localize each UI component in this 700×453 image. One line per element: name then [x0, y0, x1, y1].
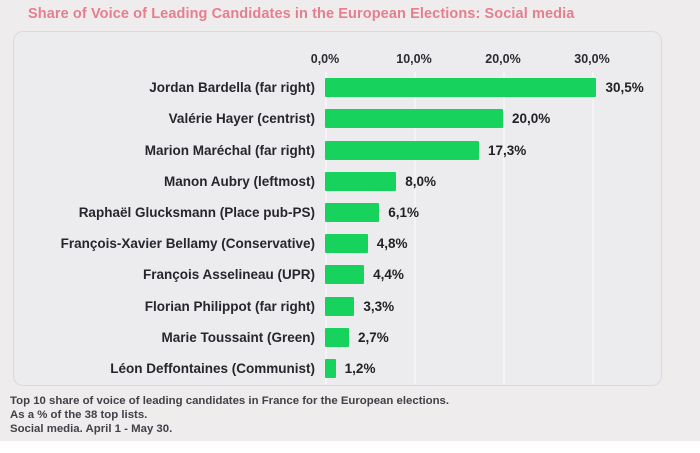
chart-title: Share of Voice of Leading Candidates in …: [28, 6, 575, 22]
bar-category-label: Valérie Hayer (centrist): [168, 111, 315, 127]
bar-value-label: 17,3%: [487, 142, 527, 158]
bar-category-label: Léon Deffontaines (Communist): [110, 360, 315, 376]
bar: [325, 78, 597, 98]
bar-row: Manon Aubry (leftmost) 8,0%: [14, 166, 661, 197]
gridline: [503, 72, 505, 384]
bar-category-label: Manon Aubry (leftmost): [164, 173, 315, 189]
gridlines: [14, 72, 661, 384]
bar-category-label: François Asselineau (UPR): [142, 267, 315, 283]
bar-row: François-Xavier Bellamy (Conservative) 4,…: [14, 228, 661, 259]
bar-value-label: 4,8%: [376, 236, 408, 252]
bar-value-label: 2,7%: [358, 329, 389, 345]
bar-category-label: Marion Maréchal (far right): [144, 142, 315, 158]
bar: [325, 171, 397, 191]
x-axis-tick-label: 20,0%: [485, 52, 521, 66]
gridline: [414, 72, 416, 384]
gridline: [592, 72, 594, 384]
bar: [325, 140, 479, 160]
bar: [325, 234, 368, 254]
x-axis-tick-label: 10,0%: [396, 52, 432, 66]
footnote-line-2: As a % of the 38 top lists.: [10, 408, 148, 421]
bar-row: Raphaël Glucksmann (Place pub-PS) 6,1%: [14, 197, 661, 228]
bar-category-label: François-Xavier Bellamy (Conservative): [60, 236, 315, 252]
bar: [325, 109, 503, 129]
bar-row: Marion Maréchal (far right) 17,3%: [14, 134, 661, 165]
page: Share of Voice of Leading Candidates in …: [0, 0, 700, 441]
bar-category-label: Florian Philippot (far right): [144, 298, 315, 314]
bar-value-label: 6,1%: [388, 204, 420, 220]
footnote-line-1: Top 10 share of voice of leading candida…: [10, 395, 450, 407]
x-axis-tick-label: 0,0%: [310, 52, 340, 66]
x-axis: 0,0% 10,0% 20,0% 30,0%: [14, 52, 661, 68]
bar-row: Jordan Bardella (far right) 30,5%: [14, 72, 661, 103]
bar-value-label: 1,2%: [344, 360, 376, 376]
bar-value-label: 30,5%: [605, 80, 644, 96]
bar-value-label: 3,3%: [363, 298, 395, 314]
bar-value-label: 20,0%: [512, 111, 551, 127]
bar-value-label: 8,0%: [405, 173, 436, 189]
bar-row: Léon Deffontaines (Communist) 1,2%: [14, 353, 661, 384]
gridline: [325, 72, 327, 384]
bar-row: Marie Toussaint (Green) 2,7%: [14, 322, 661, 353]
bar-category-label: Marie Toussaint (Green): [161, 329, 315, 345]
bar-category-label: Jordan Bardella (far right): [149, 80, 315, 96]
bar-category-label: Raphaël Glucksmann (Place pub-PS): [78, 204, 315, 220]
bar-row: Valérie Hayer (centrist) 20,0%: [14, 103, 661, 134]
bar: [325, 296, 355, 316]
bar: [325, 202, 380, 222]
chart-panel: 0,0% 10,0% 20,0% 30,0% Jordan Bardella (far…: [13, 31, 662, 386]
bar-rows: Jordan Bardella (far right) 30,5% Valérie …: [14, 72, 661, 384]
bar-value-label: 4,4%: [373, 267, 404, 283]
bar: [325, 358, 336, 378]
bar-row: François Asselineau (UPR) 4,4%: [14, 259, 661, 290]
x-axis-tick-label: 30,0%: [574, 52, 610, 66]
bar: [325, 265, 365, 285]
footnote: Top 10 share of voice of leading candida…: [10, 395, 449, 436]
footnote-line-3: Social media. April 1 - May 30.: [10, 422, 173, 435]
bar: [325, 327, 350, 347]
bar-row: Florian Philippot (far right) 3,3%: [14, 290, 661, 321]
